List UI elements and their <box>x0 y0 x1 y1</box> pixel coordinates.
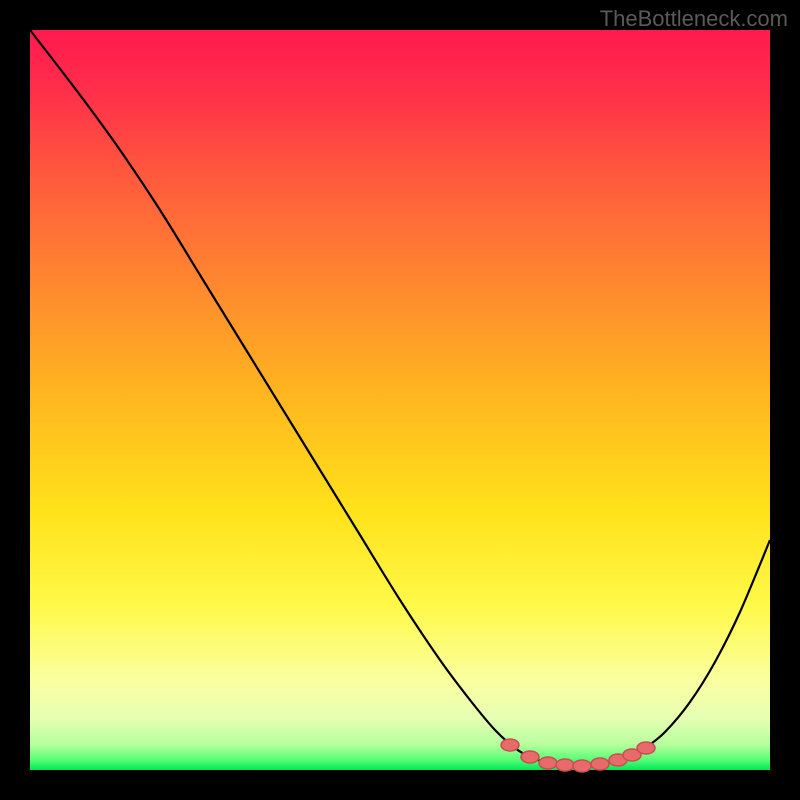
marker-dot <box>573 760 591 772</box>
chart-svg <box>0 0 800 800</box>
bottleneck-chart: TheBottleneck.com <box>0 0 800 800</box>
marker-dot <box>591 758 609 770</box>
marker-dot <box>539 757 557 769</box>
marker-dot <box>521 751 539 763</box>
marker-dot <box>637 742 655 754</box>
plot-area <box>30 30 770 770</box>
marker-dot <box>556 759 574 771</box>
marker-dot <box>501 739 519 751</box>
watermark-text: TheBottleneck.com <box>600 6 788 32</box>
